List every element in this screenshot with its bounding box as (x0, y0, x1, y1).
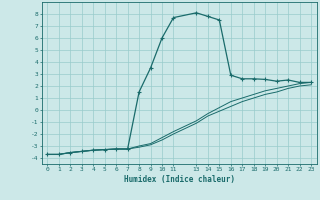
X-axis label: Humidex (Indice chaleur): Humidex (Indice chaleur) (124, 175, 235, 184)
